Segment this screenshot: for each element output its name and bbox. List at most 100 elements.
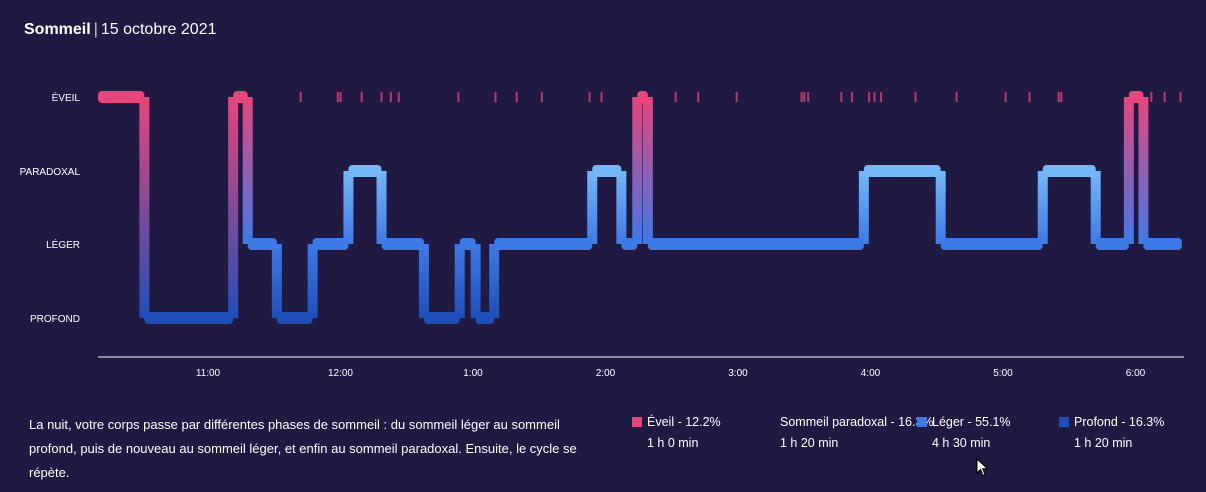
legend-profond-swatch: [1059, 417, 1069, 427]
stage-transition: [616, 171, 627, 244]
awakening-tick: [1060, 92, 1063, 102]
stage-transition: [1090, 171, 1101, 244]
title-date: 15 octobre 2021: [100, 21, 217, 38]
stage-transition: [1123, 97, 1134, 244]
stage-transition: [454, 244, 465, 318]
stage-block-leger: [459, 238, 476, 250]
legend-profond-label: Profond - 16.3%: [1074, 415, 1165, 429]
sleep-stage-chart[interactable]: ÉVEIL PARADOXAL LÉGER PROFOND 11:00 12:00 1:0…: [0, 60, 1206, 390]
stage-transition: [642, 97, 653, 244]
awakening-tick: [336, 92, 339, 102]
legend-leger-duration: 4 h 30 min: [932, 436, 991, 450]
awakening-tick: [588, 92, 591, 102]
page-title: Sommeil | 15 octobre 2021: [24, 21, 217, 39]
stage-transition: [242, 97, 253, 244]
awakening-tick: [389, 92, 392, 102]
stage-transition: [1037, 171, 1048, 244]
awakening-tick: [840, 92, 843, 102]
awakening-tick: [397, 92, 400, 102]
awakening-tick: [868, 92, 871, 102]
stage-block-leger: [621, 238, 638, 250]
stage-block-leger: [247, 238, 277, 250]
awakening-tick: [299, 92, 302, 102]
x-tick-label: 3:00: [728, 368, 748, 379]
x-tick-label: 11:00: [196, 368, 221, 379]
stage-block-leger: [381, 238, 424, 250]
stage-transition: [1138, 97, 1149, 244]
awakening-tick: [380, 92, 383, 102]
y-label-paradoxal: PARADOXAL: [20, 167, 81, 178]
awakening-tick: [360, 92, 363, 102]
awakening-tick: [1004, 92, 1007, 102]
awakening-tick: [850, 92, 853, 102]
y-label-leger: LÉGER: [46, 238, 80, 251]
awakening-tick: [803, 92, 806, 102]
y-label-eveil: ÉVEIL: [52, 91, 81, 104]
stage-block-profond: [423, 312, 460, 324]
x-tick-label: 2:00: [596, 368, 616, 379]
stage-block-paradoxal: [863, 165, 941, 177]
stage-transition: [418, 244, 429, 318]
stage-block-paradoxal: [592, 165, 622, 177]
stage-block-profond: [276, 312, 313, 324]
awakening-tick: [494, 92, 497, 102]
awakening-tick: [955, 92, 958, 102]
stage-block-leger: [312, 238, 349, 250]
stage-transition: [935, 171, 946, 244]
stage-block-eveil: [637, 91, 648, 103]
x-tick-label: 1:00: [463, 368, 483, 379]
stage-block-paradoxal: [1042, 165, 1096, 177]
stage-block-profond: [475, 312, 495, 324]
stage-transition: [489, 244, 500, 318]
awakening-tick: [1057, 92, 1060, 102]
awakening-tick: [807, 92, 810, 102]
legend-leger: Léger - 55.1% 4 h 30 min: [917, 415, 1011, 450]
stage-transition: [632, 97, 643, 244]
stage-transition: [858, 171, 869, 244]
awakening-tick: [1150, 92, 1153, 102]
awakening-tick: [914, 92, 917, 102]
x-tick-label: 6:00: [1126, 368, 1146, 379]
title-main: Sommeil: [24, 21, 91, 38]
awakening-tick: [735, 92, 738, 102]
sleep-description: La nuit, votre corps passe par différent…: [29, 417, 577, 480]
x-tick-label: 4:00: [861, 368, 881, 379]
legend-profond: Profond - 16.3% 1 h 20 min: [1059, 415, 1164, 450]
legend-paradoxal-label: Sommeil paradoxal - 16.3%: [780, 415, 934, 429]
awakening-tick: [1163, 92, 1166, 102]
legend-paradoxal-duration: 1 h 20 min: [780, 436, 839, 450]
legend-profond-duration: 1 h 20 min: [1074, 436, 1133, 450]
mouse-cursor-icon: [976, 458, 989, 477]
awakening-tick: [339, 92, 342, 102]
stage-block-eveil: [98, 91, 145, 103]
stage-transition: [307, 244, 318, 318]
legend-eveil-duration: 1 h 0 min: [647, 436, 699, 450]
stage-transition: [470, 244, 481, 318]
awakening-tick: [1028, 92, 1031, 102]
stage-transition: [343, 171, 354, 244]
awakening-tick: [674, 92, 677, 102]
awakening-tick: [457, 92, 460, 102]
stage-block-eveil: [233, 91, 248, 103]
legend-paradoxal: Sommeil paradoxal - 16.3% 1 h 20 min: [780, 415, 934, 450]
x-tick-label: 5:00: [993, 368, 1013, 379]
y-label-profond: PROFOND: [30, 314, 80, 325]
stage-block-profond: [144, 312, 234, 324]
legend-eveil: Éveil - 12.2% 1 h 0 min: [632, 415, 721, 450]
stage-transition: [228, 97, 239, 318]
stage-block-leger: [1143, 238, 1182, 250]
awakening-tick: [1179, 92, 1182, 102]
legend-eveil-swatch: [632, 417, 642, 427]
legend-eveil-label: Éveil - 12.2%: [647, 415, 721, 429]
awakening-tick: [515, 92, 518, 102]
legend-leger-label: Léger - 55.1%: [932, 415, 1011, 429]
awakening-tick: [800, 92, 803, 102]
legend-leger-swatch: [917, 417, 927, 427]
x-tick-label: 12:00: [328, 368, 353, 379]
stage-block-paradoxal: [348, 165, 382, 177]
stage-transition: [271, 244, 282, 318]
stage-block-leger: [1095, 238, 1129, 250]
awakening-tick: [600, 92, 603, 102]
title-separator: |: [93, 21, 98, 38]
stage-transition: [139, 97, 150, 318]
